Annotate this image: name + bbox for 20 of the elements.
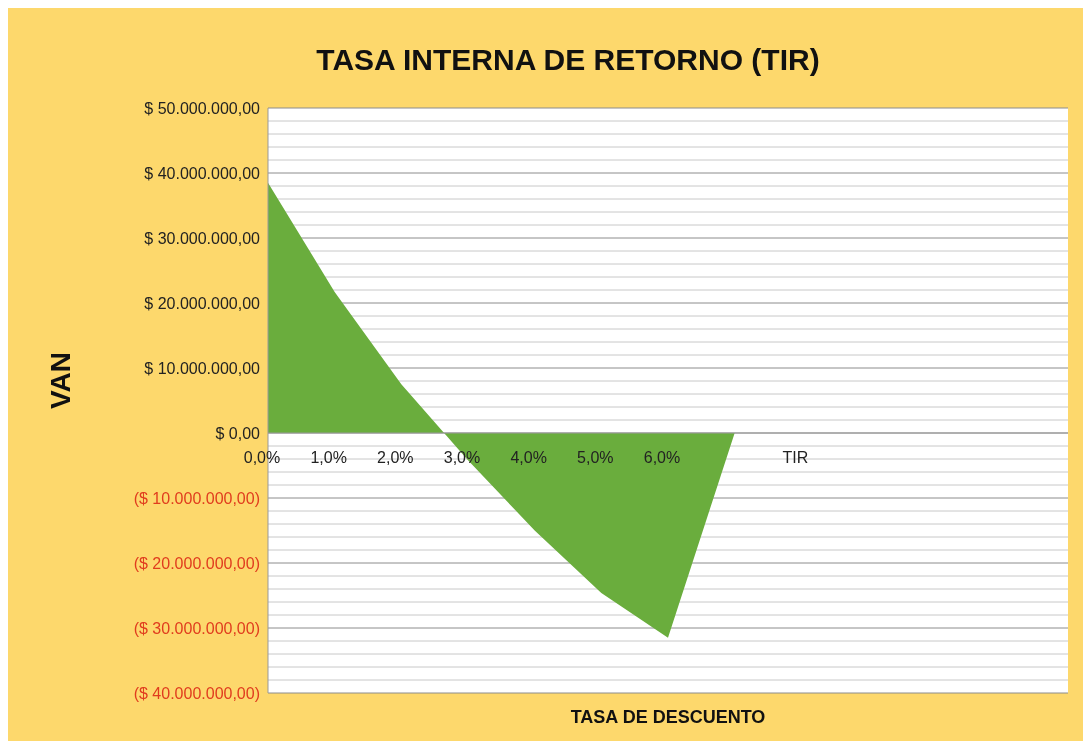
x-axis-title: TASA DE DESCUENTO — [570, 707, 766, 727]
y-axis-title: VAN — [45, 351, 76, 410]
y-tick-label: ($ 40.000.000,00) — [133, 684, 260, 702]
x-tick-label: 6,0% — [643, 449, 681, 466]
y-tick-label: $ 10.000.000,00 — [144, 359, 261, 377]
chart-title: TASA INTERNA DE RETORNO (TIR) — [316, 43, 820, 76]
x-tick-label: 2,0% — [377, 449, 414, 466]
y-tick-label: ($ 20.000.000,00) — [133, 554, 260, 572]
x-tick-label: 5,0% — [577, 449, 614, 466]
y-tick-label: $ 0,00 — [215, 424, 261, 442]
y-tick-label: $ 30.000.000,00 — [144, 229, 261, 247]
y-tick-label: ($ 30.000.000,00) — [133, 619, 260, 637]
y-tick-label: $ 20.000.000,00 — [144, 294, 261, 312]
x-tick-label: 4,0% — [510, 449, 547, 466]
x-tick-label: TIR — [782, 449, 809, 466]
y-tick-label: $ 50.000.000,00 — [144, 99, 261, 117]
x-tick-label: 1,0% — [310, 449, 347, 466]
y-tick-label: $ 40.000.000,00 — [144, 164, 261, 182]
x-tick-label: 0,0% — [243, 449, 281, 466]
y-tick-label: ($ 10.000.000,00) — [133, 489, 260, 507]
